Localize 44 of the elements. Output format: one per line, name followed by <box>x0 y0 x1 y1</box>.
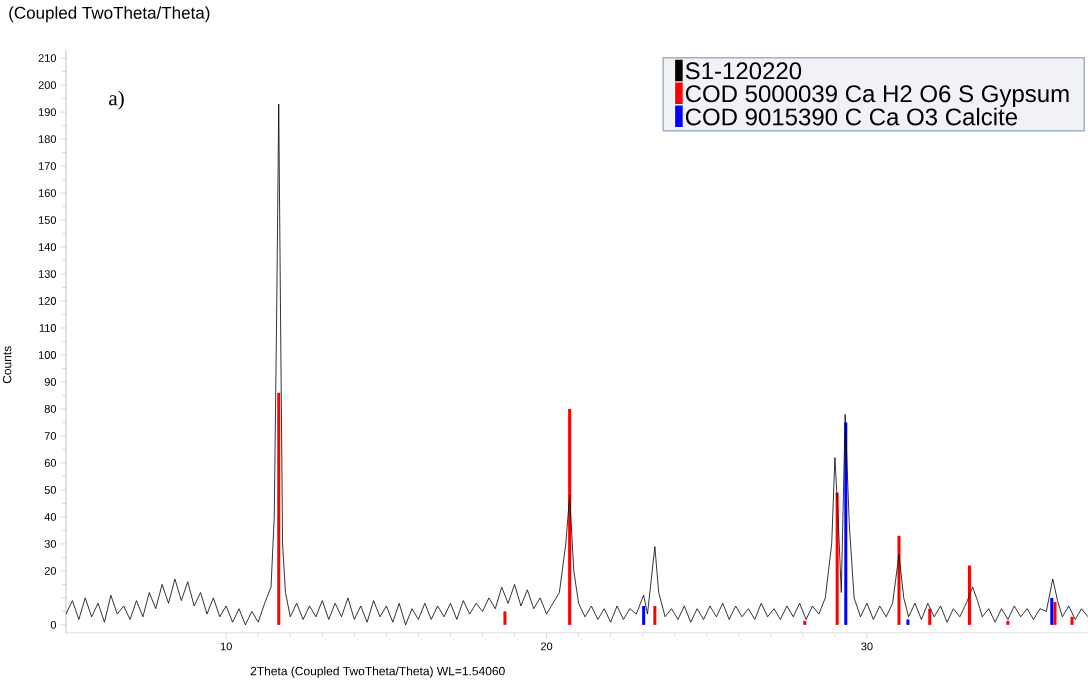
y-tick-label: 130 <box>38 270 57 278</box>
y-tick-label: 180 <box>38 135 57 143</box>
chart-title: (Coupled TwoTheta/Theta) <box>9 6 210 23</box>
x-tick-label: 30 <box>861 642 873 651</box>
x-tick-label: 20 <box>540 642 553 651</box>
y-tick-label: 0 <box>50 621 57 629</box>
y-tick-label: 160 <box>38 189 57 197</box>
x-tick-label: 10 <box>220 642 232 651</box>
y-tick-label: 140 <box>38 243 57 251</box>
y-tick-label: 200 <box>38 81 57 89</box>
bar <box>928 608 932 625</box>
legend-label: S1-120220 <box>685 62 802 80</box>
bar <box>568 408 572 625</box>
y-tick-label: 50 <box>44 486 57 494</box>
bar <box>1053 601 1057 625</box>
bar <box>642 605 646 625</box>
y-tick-label: 170 <box>38 162 57 170</box>
bar <box>906 619 910 625</box>
bar <box>1070 616 1074 625</box>
legend-label: COD 9015390 C Ca O3 Calcite <box>685 107 1018 126</box>
y-tick-label: 120 <box>38 297 57 305</box>
annotation: a) <box>109 90 124 110</box>
y-tick-label: 100 <box>38 351 57 359</box>
y-tick-label: 20 <box>44 567 57 575</box>
x-axis-title: 2Theta (Coupled TwoTheta/Theta) WL=1.54060 <box>250 666 505 678</box>
bar <box>803 620 807 625</box>
bar <box>277 392 281 625</box>
y-tick-label: 60 <box>44 459 57 467</box>
y-tick-label: 80 <box>44 405 57 413</box>
y-tick-label: 90 <box>44 378 57 386</box>
bar <box>1006 620 1010 625</box>
y-tick-label: 150 <box>38 216 57 224</box>
y-tick-label: 70 <box>44 432 57 440</box>
y-axis-title: Counts <box>2 346 12 384</box>
y-tick-label: 30 <box>44 540 57 548</box>
y-tick-label: 190 <box>38 108 57 116</box>
bar <box>653 605 657 625</box>
y-tick-label: 110 <box>39 324 57 332</box>
y-tick-label: 210 <box>38 54 57 62</box>
bar <box>1050 597 1054 625</box>
bar <box>503 611 507 625</box>
legend-label: COD 5000039 Ca H2 O6 S Gypsum <box>685 85 1069 107</box>
y-tick-label: 40 <box>44 513 57 521</box>
bar <box>967 565 971 625</box>
